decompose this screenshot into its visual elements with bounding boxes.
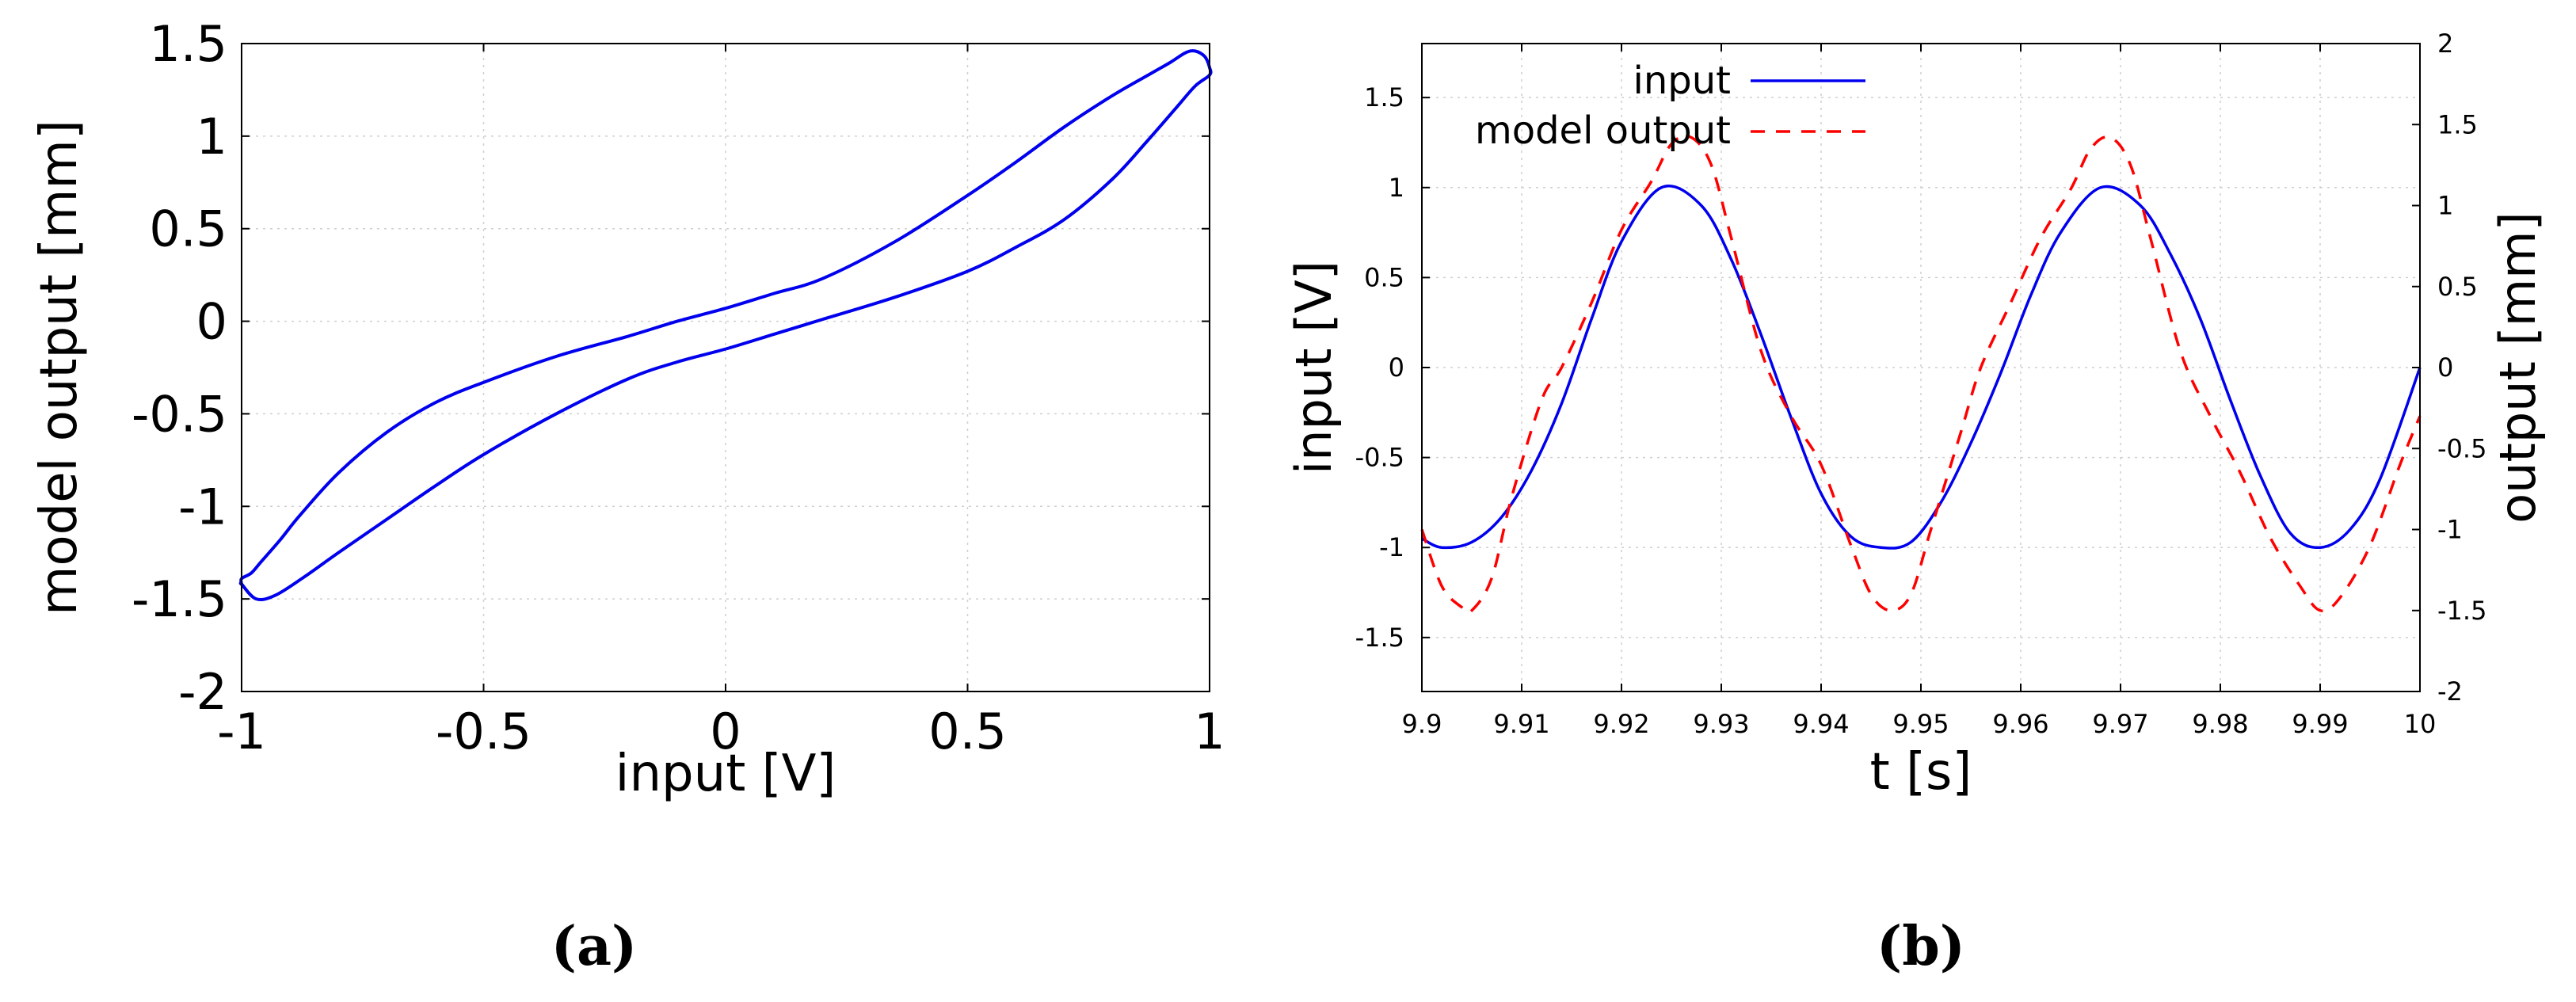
chart-b-y2tick-label: 2 [2437,29,2453,59]
chart-a-ytick-label: -1 [178,478,227,535]
chart-a-ytick-label: -2 [178,663,227,721]
chart-a-ytick-label: 0 [196,293,227,351]
chart-b-xtick-label: 9.96 [1992,709,2048,739]
chart-a-series-line [238,49,1213,602]
chart-a-ytick-label: -1.5 [131,570,227,628]
chart-b-xtick-label: 9.93 [1693,709,1749,739]
chart-b-ytick-label: 1 [1389,173,1404,203]
chart-b-xtick-label: 9.98 [2192,709,2248,739]
chart-a-ytick-label: 1 [196,108,227,166]
chart-b-xtick-label: 10 [2404,709,2437,739]
chart-b-ytick-label: -1 [1379,532,1404,562]
chart-a-xtick-label: 0.5 [928,703,1007,760]
chart-b-ticks: 9.9 9.91 9.92 9.93 9.94 9.95 9.96 9.97 9.98 9.99 1… [1355,29,2487,739]
chart-b-xlabel: t [s] [1870,743,1972,802]
chart-b-ytick-label: -1.5 [1355,623,1404,653]
chart-b-ytick-label: 0 [1389,352,1404,383]
chart-b-legend: input model output [1475,59,1865,153]
chart-a-lines [238,49,1213,602]
chart-b-y2tick-label: -1.5 [2437,596,2486,626]
chart-b-ylabel: input [V] [1285,261,1343,474]
chart-a-xtick-label: -1 [217,703,266,760]
chart-b-series-input-line [1421,185,2422,550]
chart-b-xtick-label: 9.95 [1892,709,1949,739]
chart-a-xtick-label: -0.5 [436,703,532,760]
chart-b-ytick-label: -0.5 [1355,443,1404,473]
chart-b-xtick-label: 9.97 [2092,709,2148,739]
chart-b-y2tick-label: -0.5 [2437,433,2486,463]
legend-label-model-output: model output [1475,109,1731,153]
chart-b-lines [1420,134,2422,615]
chart-b-y2label: output [mm] [2489,211,2547,523]
chart-a-ytick-label: 0.5 [149,200,227,258]
chart-b-y2tick-label: 1.5 [2437,109,2478,139]
chart-b-series-model-output-line [1420,134,2422,615]
chart-b-panel-label: (b) [1877,915,1965,978]
chart-b-xtick-label: 9.91 [1493,709,1549,739]
chart-b-y2tick-label: -1 [2437,515,2463,545]
chart-a: -1 -0.5 0 0.5 1 -2 -1.5 -1 -0.5 0 0.5 1 1.5 input [V… [30,15,1225,978]
chart-b-xtick-label: 9.99 [2292,709,2348,739]
chart-b-y2tick-label: 1 [2437,191,2453,221]
chart-a-ytick-label: 1.5 [149,15,227,73]
chart-a-ylabel: model output [mm] [30,120,89,615]
chart-a-xtick-label: 1 [1194,703,1225,760]
chart-b-xtick-label: 9.9 [1402,709,1442,739]
chart-a-ytick-label: -0.5 [131,385,227,443]
chart-b-y2tick-label: 0 [2437,352,2453,383]
chart-b-xtick-label: 9.94 [1793,709,1849,739]
chart-a-xlabel: input [V] [615,745,836,803]
legend-label-input: input [1633,59,1731,103]
chart-a-ticks: -1 -0.5 0 0.5 1 -2 -1.5 -1 -0.5 0 0.5 1 1.5 [131,15,1225,760]
chart-b-y2tick-label: 0.5 [2437,272,2478,302]
chart-b-y2tick-label: -2 [2437,676,2463,707]
chart-a-xtick-label: 0 [710,703,741,760]
chart-b-ytick-label: 0.5 [1364,262,1404,292]
chart-a-panel-label: (a) [551,915,637,978]
chart-b-ytick-label: 1.5 [1364,82,1404,112]
chart-b: 9.9 9.91 9.92 9.93 9.94 9.95 9.96 9.97 9.98 9.99 1… [1285,29,2547,978]
chart-b-xtick-label: 9.92 [1593,709,1649,739]
